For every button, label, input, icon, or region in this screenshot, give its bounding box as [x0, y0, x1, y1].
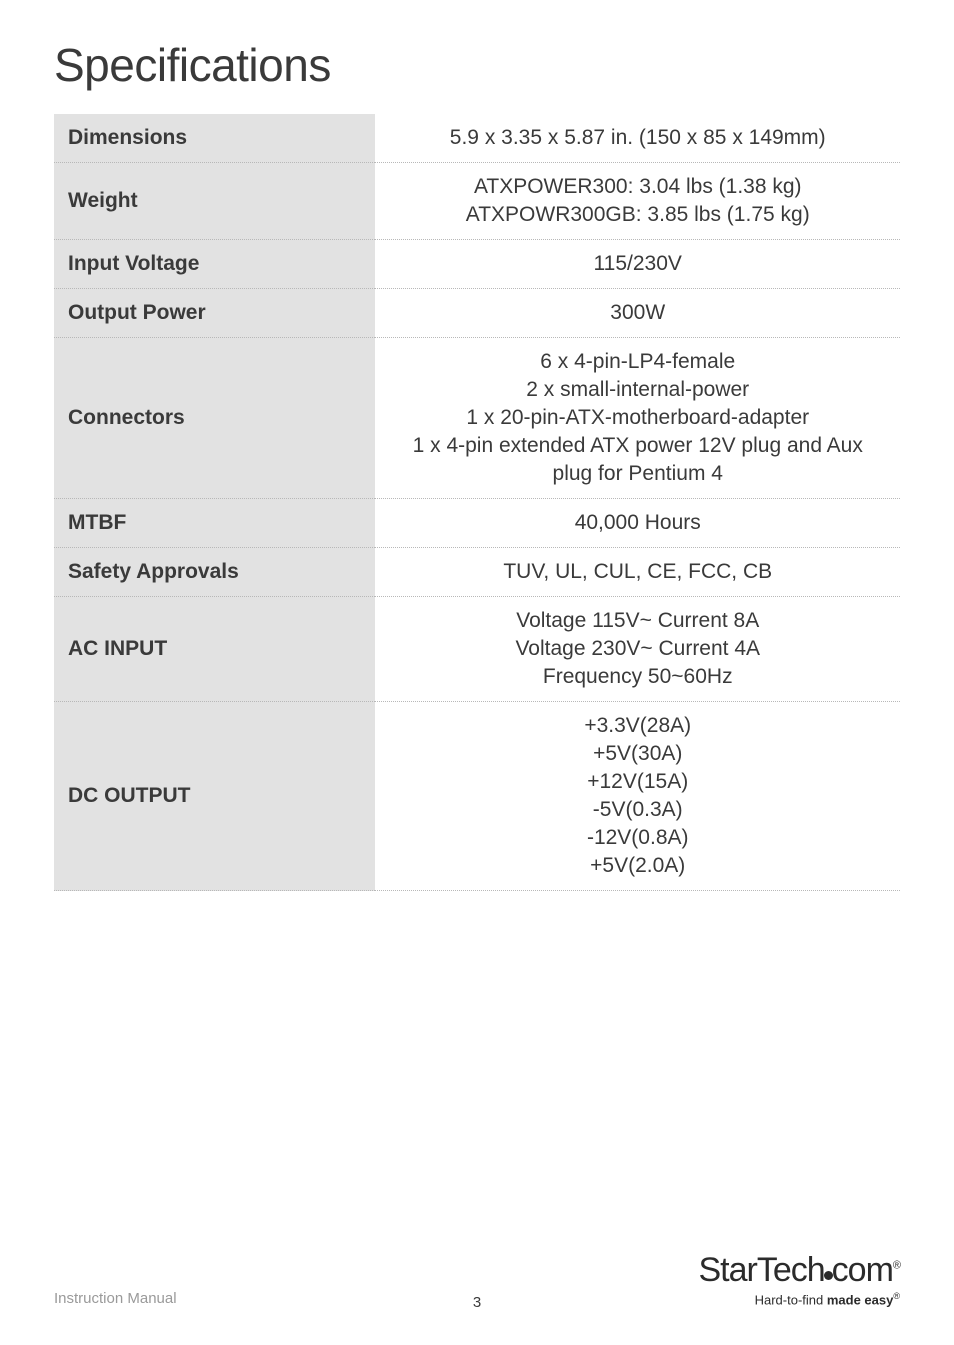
spec-value-line: +3.3V(28A)	[389, 712, 886, 740]
spec-value-line: 40,000 Hours	[389, 509, 886, 537]
page-footer: Instruction Manual 3 StarTechcom® Hard-t…	[54, 1253, 900, 1307]
spec-value-line: TUV, UL, CUL, CE, FCC, CB	[389, 558, 886, 586]
brand-logo: StarTechcom® Hard-to-find made easy®	[698, 1253, 900, 1307]
table-row: AC INPUTVoltage 115V~ Current 8AVoltage …	[54, 597, 900, 702]
spec-value: Voltage 115V~ Current 8AVoltage 230V~ Cu…	[375, 597, 900, 702]
table-row: WeightATXPOWER300: 3.04 lbs (1.38 kg)ATX…	[54, 163, 900, 240]
spec-value-line: 2 x small-internal-power	[389, 376, 886, 404]
spec-value-line: Voltage 115V~ Current 8A	[389, 607, 886, 635]
spec-value-line: Voltage 230V~ Current 4A	[389, 635, 886, 663]
spec-value: 5.9 x 3.35 x 5.87 in. (150 x 85 x 149mm)	[375, 114, 900, 163]
spec-value-line: +5V(2.0A)	[389, 852, 886, 880]
spec-table: Dimensions 5.9 x 3.35 x 5.87 in. (150 x 8…	[54, 114, 900, 891]
spec-value-line: ATXPOWR300GB: 3.85 lbs (1.75 kg)	[389, 201, 886, 229]
table-row: DC OUTPUT+3.3V(28A)+5V(30A)+12V(15A)-5V(…	[54, 702, 900, 891]
spec-value: 40,000 Hours	[375, 499, 900, 548]
spec-value-line: ATXPOWER300: 3.04 lbs (1.38 kg)	[389, 173, 886, 201]
logo-text: StarTechcom®	[698, 1253, 900, 1287]
spec-value: ATXPOWER300: 3.04 lbs (1.38 kg)ATXPOWR30…	[375, 163, 900, 240]
spec-label: AC INPUT	[54, 597, 375, 702]
spec-label: DC OUTPUT	[54, 702, 375, 891]
table-row: Dimensions 5.9 x 3.35 x 5.87 in. (150 x 8…	[54, 114, 900, 163]
spec-value: 300W	[375, 289, 900, 338]
spec-label: Output Power	[54, 289, 375, 338]
table-row: MTBF 40,000 Hours	[54, 499, 900, 548]
manual-label: Instruction Manual	[54, 1290, 177, 1307]
logo-tagline: Hard-to-find made easy®	[698, 1291, 900, 1307]
table-row: Safety Approvals TUV, UL, CUL, CE, FCC, C…	[54, 548, 900, 597]
spec-value-line: +12V(15A)	[389, 768, 886, 796]
page-title: Specifications	[54, 38, 900, 92]
spec-label: Connectors	[54, 338, 375, 499]
spec-label: Input Voltage	[54, 240, 375, 289]
spec-value-line: 1 x 20-pin-ATX-motherboard-adapter	[389, 404, 886, 432]
spec-value: 6 x 4-pin-LP4-female2 x small-internal-p…	[375, 338, 900, 499]
table-row: Input Voltage 115/230V	[54, 240, 900, 289]
spec-value-line: 5.9 x 3.35 x 5.87 in. (150 x 85 x 149mm)	[389, 124, 886, 152]
spec-value: TUV, UL, CUL, CE, FCC, CB	[375, 548, 900, 597]
spec-value-line: +5V(30A)	[389, 740, 886, 768]
spec-value-line: Frequency 50~60Hz	[389, 663, 886, 691]
spec-value-line: 300W	[389, 299, 886, 327]
spec-label: MTBF	[54, 499, 375, 548]
page-number: 3	[473, 1294, 481, 1311]
spec-value-line: 1 x 4-pin extended ATX power 12V plug an…	[389, 432, 886, 460]
table-row: Connectors6 x 4-pin-LP4-female2 x small-…	[54, 338, 900, 499]
spec-label: Weight	[54, 163, 375, 240]
table-row: Output Power 300W	[54, 289, 900, 338]
spec-value: +3.3V(28A)+5V(30A)+12V(15A)-5V(0.3A)-12V…	[375, 702, 900, 891]
spec-value: 115/230V	[375, 240, 900, 289]
spec-label: Safety Approvals	[54, 548, 375, 597]
spec-value-line: -5V(0.3A)	[389, 796, 886, 824]
spec-value-line: 6 x 4-pin-LP4-female	[389, 348, 886, 376]
spec-value-line: plug for Pentium 4	[389, 460, 886, 488]
spec-value-line: 115/230V	[389, 250, 886, 278]
spec-value-line: -12V(0.8A)	[389, 824, 886, 852]
spec-label: Dimensions	[54, 114, 375, 163]
